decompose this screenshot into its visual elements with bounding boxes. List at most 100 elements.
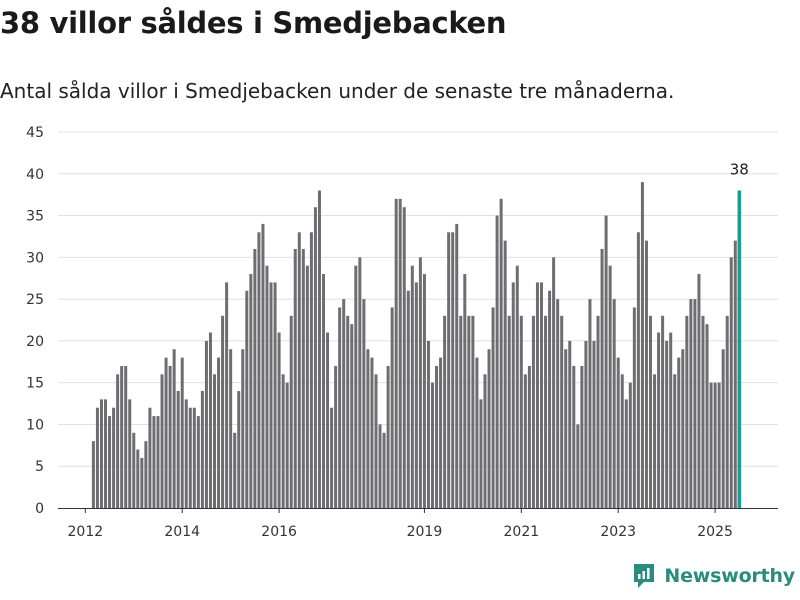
bar — [531, 315, 535, 508]
bar — [701, 315, 705, 508]
bar — [410, 265, 414, 508]
chart-title: 38 villor såldes i Smedjebacken — [0, 6, 507, 40]
bar — [572, 365, 576, 508]
bar — [439, 357, 443, 508]
bar — [277, 332, 281, 508]
y-tick-label: 5 — [35, 459, 44, 475]
bar — [487, 349, 491, 508]
bar — [281, 374, 285, 508]
bar — [657, 332, 661, 508]
bar — [733, 240, 737, 508]
bar — [116, 374, 120, 508]
bar — [124, 365, 128, 508]
bar — [600, 248, 604, 508]
bar — [305, 265, 309, 508]
y-tick-label: 10 — [26, 417, 44, 433]
bar — [519, 315, 523, 508]
bar — [624, 399, 628, 508]
bar — [515, 265, 519, 508]
bar — [213, 374, 217, 508]
bar — [301, 248, 305, 508]
bar — [386, 365, 390, 508]
bar — [632, 307, 636, 508]
bar-highlight — [737, 190, 742, 508]
bar — [604, 215, 608, 509]
bar — [196, 416, 200, 508]
bar — [479, 399, 483, 508]
bar — [523, 374, 527, 508]
bar — [564, 349, 568, 508]
bar — [184, 399, 188, 508]
bar — [665, 340, 669, 508]
bar — [112, 407, 116, 508]
bar — [229, 349, 233, 508]
bar — [459, 315, 463, 508]
bar — [156, 416, 160, 508]
bar — [253, 248, 257, 508]
bar — [406, 290, 410, 508]
bar — [382, 432, 386, 508]
bar — [552, 257, 556, 508]
bar — [721, 349, 725, 508]
bar — [620, 374, 624, 508]
brand-name: Newsworthy — [664, 565, 795, 587]
x-tick-label: 2023 — [600, 524, 636, 540]
bar — [249, 274, 253, 508]
bar — [108, 416, 112, 508]
bar — [616, 357, 620, 508]
bar — [422, 274, 426, 508]
bar — [402, 207, 406, 508]
bar — [330, 407, 334, 508]
bar — [447, 232, 451, 508]
bar — [653, 374, 657, 508]
y-tick-label: 40 — [26, 167, 44, 183]
bar — [346, 315, 350, 508]
bar — [689, 299, 693, 508]
bar — [495, 215, 499, 509]
y-tick-label: 0 — [35, 501, 44, 517]
bar — [548, 290, 552, 508]
bar — [237, 391, 241, 508]
bar — [144, 441, 148, 508]
bar — [717, 382, 721, 508]
bar — [257, 232, 261, 508]
bar — [208, 332, 212, 508]
bar — [431, 382, 435, 508]
bar — [91, 441, 95, 508]
bar — [180, 357, 184, 508]
bar — [455, 223, 459, 508]
bar — [560, 315, 564, 508]
bar — [273, 282, 277, 508]
bar — [705, 324, 709, 508]
bar — [120, 365, 124, 508]
newsworthy-logo[interactable]: Newsworthy — [632, 562, 795, 590]
bar — [426, 340, 430, 508]
bar — [636, 232, 640, 508]
x-tick-label: 2025 — [697, 524, 733, 540]
bar — [338, 307, 342, 508]
y-tick-label: 25 — [26, 292, 44, 308]
bar — [729, 257, 733, 508]
bar — [217, 357, 221, 508]
bar — [608, 265, 612, 508]
bar — [289, 315, 293, 508]
y-tick-label: 20 — [26, 334, 44, 350]
bar — [640, 182, 644, 508]
bar — [297, 232, 301, 508]
newsworthy-icon — [634, 564, 655, 588]
bar — [390, 307, 394, 508]
bar — [225, 282, 229, 508]
bar — [483, 374, 487, 508]
bar — [261, 223, 265, 508]
bar — [491, 307, 495, 508]
bar — [713, 382, 717, 508]
bar — [685, 315, 689, 508]
x-tick-label: 2016 — [261, 524, 297, 540]
bar — [128, 399, 132, 508]
bar — [132, 432, 136, 508]
bar — [475, 357, 479, 508]
bar — [342, 299, 346, 508]
x-tick-label: 2014 — [164, 524, 200, 540]
bar — [358, 257, 362, 508]
